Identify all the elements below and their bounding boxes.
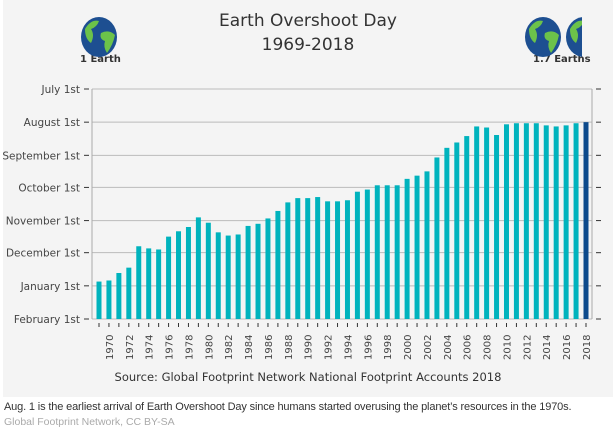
- x-tick-label: 1970: [105, 335, 116, 360]
- left-annotation: 1 Earth: [80, 54, 121, 65]
- bar-1994: [344, 200, 350, 319]
- x-tick-label: 1994: [343, 335, 354, 360]
- bar-2015: [553, 126, 559, 319]
- x-tick-label: 2006: [463, 335, 474, 360]
- chart-title: Earth Overshoot Day: [219, 11, 397, 31]
- bar-1980: [205, 222, 211, 319]
- bar-1975: [156, 249, 162, 319]
- bar-2016: [563, 125, 569, 319]
- bar-1977: [176, 231, 182, 319]
- bar-2010: [503, 124, 509, 319]
- bar-1992: [325, 201, 331, 319]
- bar-1987: [275, 210, 281, 319]
- x-tick-label: 1986: [264, 335, 275, 360]
- bar-1972: [126, 267, 132, 319]
- x-tick-label: 2014: [542, 335, 553, 360]
- x-tick-label: 2000: [403, 335, 414, 360]
- bar-1969: [96, 281, 102, 319]
- x-tick-label: 2012: [522, 335, 533, 360]
- bar-1989: [295, 198, 301, 319]
- bar-1970: [106, 280, 112, 319]
- x-tick-label: 2010: [502, 335, 513, 360]
- bar-1990: [305, 198, 311, 319]
- chart-subtitle: 1969-2018: [261, 35, 355, 55]
- bar-2002: [424, 171, 430, 319]
- bar-2014: [543, 125, 549, 319]
- x-tick-label: 1974: [145, 335, 156, 360]
- bar-2011: [513, 123, 519, 319]
- x-tick-label: 1984: [244, 335, 255, 360]
- y-tick-label: September 1st: [2, 150, 80, 162]
- bar-1981: [215, 232, 221, 319]
- x-tick-label: 1992: [324, 335, 335, 360]
- x-tick-label: 1980: [204, 335, 215, 360]
- bar-1971: [116, 273, 122, 319]
- x-tick-label: 1988: [284, 335, 295, 360]
- bar-2017: [573, 123, 579, 319]
- bar-1982: [225, 235, 231, 319]
- bar-1983: [235, 234, 241, 319]
- bar-1997: [374, 185, 380, 319]
- bar-1979: [195, 217, 201, 319]
- bar-1988: [285, 202, 291, 319]
- caption: Aug. 1 is the earliest arrival of Earth …: [4, 401, 572, 413]
- earth-globe-icon: [525, 17, 561, 57]
- x-tick-label: 1976: [165, 335, 176, 360]
- x-tick-label: 1982: [224, 335, 235, 360]
- bar-1999: [394, 185, 400, 319]
- bar-1993: [335, 201, 341, 319]
- bar-2003: [434, 157, 440, 319]
- bar-2013: [533, 123, 539, 319]
- y-tick-label: February 1st: [14, 314, 80, 326]
- bar-2006: [464, 136, 470, 319]
- bar-2008: [484, 127, 490, 319]
- bar-1974: [146, 248, 152, 319]
- bar-1996: [364, 189, 370, 319]
- bar-1986: [265, 218, 271, 319]
- bar-1976: [166, 236, 172, 319]
- y-tick-label: December 1st: [6, 248, 80, 260]
- y-tick-label: August 1st: [24, 117, 80, 129]
- bar-1973: [136, 246, 142, 319]
- y-tick-label: July 1st: [41, 84, 81, 96]
- y-tick-label: November 1st: [6, 216, 80, 228]
- x-tick-label: 2008: [483, 335, 494, 360]
- x-tick-label: 2004: [443, 335, 454, 360]
- y-tick-label: January 1st: [20, 281, 80, 293]
- bar-1984: [245, 225, 251, 319]
- x-tick-label: 1998: [383, 335, 394, 360]
- bar-1998: [384, 185, 390, 319]
- bar-1985: [255, 223, 261, 319]
- chart-svg: July 1st August 1st September 1st October 1…: [2, 17, 601, 360]
- bar-1991: [315, 197, 321, 319]
- bar-2018: [583, 122, 589, 320]
- bar-1978: [185, 227, 191, 319]
- bar-2001: [414, 175, 420, 319]
- bar-1995: [354, 191, 360, 319]
- x-tick-label: 1990: [304, 335, 315, 360]
- y-tick-label: October 1st: [18, 182, 80, 194]
- bar-2009: [494, 135, 500, 319]
- x-tick-label: 2016: [562, 335, 573, 360]
- x-tick-label: 1972: [125, 335, 136, 360]
- bar-2004: [444, 147, 450, 319]
- bar-2007: [474, 126, 480, 319]
- x-tick-label: 1996: [363, 335, 374, 360]
- earth-globe-icon: [81, 17, 117, 57]
- bar-2012: [523, 123, 529, 319]
- x-tick-label: 2002: [423, 335, 434, 360]
- earth-globe-icon: [566, 17, 582, 57]
- chart-source: Source: Global Footprint Network Nationa…: [114, 370, 502, 384]
- bar-2005: [454, 142, 460, 319]
- credit: Global Footprint Network, CC BY-SA: [4, 416, 175, 428]
- right-annotation: 1.7 Earths: [533, 54, 591, 65]
- x-tick-label: 2018: [582, 335, 593, 360]
- bar-2000: [404, 178, 410, 319]
- x-tick-label: 1978: [184, 335, 195, 360]
